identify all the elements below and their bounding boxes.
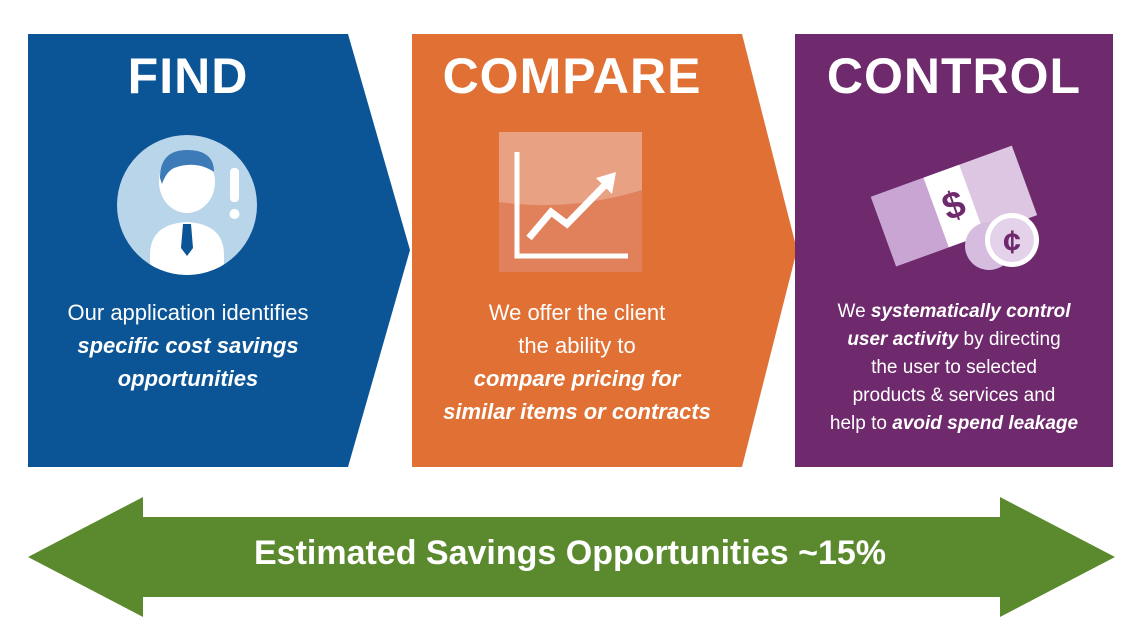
control-text-pre: We bbox=[837, 301, 871, 322]
compare-text-emphasis: compare pricing for bbox=[473, 366, 681, 391]
control-text-emphasis: systematically control bbox=[870, 301, 1071, 322]
compare-title: COMPARE bbox=[442, 48, 702, 104]
control-text-emphasis: user activity bbox=[847, 329, 959, 350]
control-description: We systematically control user activity … bbox=[795, 298, 1113, 438]
control-text-line: help to avoid spend leakage bbox=[795, 410, 1113, 438]
compare-text-line: the ability to bbox=[518, 333, 636, 358]
control-text-line: user activity by directing bbox=[795, 326, 1113, 354]
control-panel-shape bbox=[795, 34, 1113, 467]
control-title: CONTROL bbox=[826, 48, 1082, 104]
person-alert-icon bbox=[117, 135, 257, 275]
rising-chart-icon bbox=[499, 132, 642, 272]
compare-description: We offer the client the ability to compa… bbox=[412, 296, 742, 428]
find-text-emphasis: specific cost savings bbox=[77, 333, 299, 358]
control-text-line: products & services and bbox=[852, 385, 1056, 406]
find-text-emphasis: opportunities bbox=[117, 366, 259, 391]
find-title: FIND bbox=[127, 48, 249, 104]
svg-text:¢: ¢ bbox=[1003, 224, 1021, 260]
control-text-emphasis: avoid spend leakage bbox=[892, 413, 1079, 434]
control-text-post: by directing bbox=[958, 329, 1061, 350]
compare-text-line: We offer the client bbox=[488, 300, 666, 325]
money-coins-icon: $ ¢ bbox=[870, 145, 1039, 270]
control-text-line: the user to selected bbox=[871, 357, 1037, 378]
find-description: Our application identifies specific cost… bbox=[28, 296, 348, 395]
double-arrow-icon bbox=[28, 497, 1115, 617]
savings-label: Estimated Savings Opportunities ~15% bbox=[253, 534, 886, 572]
find-text-line: Our application identifies bbox=[67, 300, 309, 325]
control-text-pre: help to bbox=[829, 413, 893, 434]
control-text-line: We systematically control bbox=[795, 298, 1113, 326]
compare-text-emphasis: similar items or contracts bbox=[443, 399, 711, 424]
